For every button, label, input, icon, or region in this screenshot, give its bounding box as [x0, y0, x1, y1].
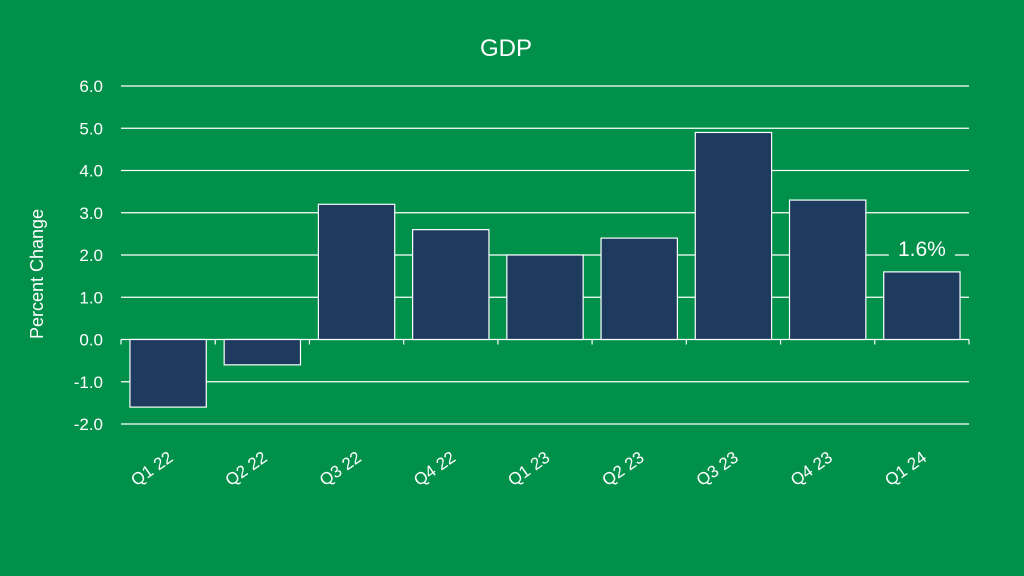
x-tick-label: Q4 23	[787, 448, 836, 490]
y-axis-label: Percent Change	[27, 209, 47, 339]
bar	[506, 254, 584, 341]
x-tick-label: Q4 22	[410, 448, 459, 490]
x-axis-ticks: Q1 22 Q2 22 Q3 22 Q4 22 Q1 23 Q2 23 Q3 23 Q4 23…	[128, 448, 931, 490]
y-tick-label: 4.0	[79, 162, 103, 181]
x-tick-label: Q1 24	[881, 448, 930, 490]
data-label-background	[888, 233, 955, 262]
data-labels: 1.6%	[888, 233, 955, 262]
x-tick-label: Q2 23	[599, 448, 648, 490]
bar	[600, 237, 678, 341]
bar	[883, 271, 961, 341]
bar	[694, 131, 773, 341]
chart-title: GDP	[480, 35, 532, 62]
x-tick-label: Q1 22	[128, 448, 177, 490]
y-tick-label: 5.0	[79, 119, 103, 138]
x-tick-label: Q1 23	[504, 448, 553, 490]
bar	[788, 199, 867, 341]
y-tick-label: 0.0	[79, 331, 103, 350]
y-tick-label: 2.0	[79, 246, 103, 265]
x-tick-label: Q3 23	[693, 448, 742, 490]
bar	[317, 203, 396, 341]
bar	[129, 338, 207, 408]
y-tick-label: 6.0	[79, 77, 103, 96]
x-tick-label: Q2 22	[222, 448, 271, 490]
y-tick-label: 3.0	[79, 204, 103, 223]
y-tick-label: -1.0	[74, 373, 103, 392]
y-tick-label: -2.0	[74, 415, 103, 434]
bar	[223, 338, 302, 366]
bar	[412, 229, 490, 341]
y-tick-label: 1.0	[79, 288, 103, 307]
y-axis-ticks: 6.0 5.0 4.0 3.0 2.0 1.0 0.0 -1.0 -2.0	[74, 77, 103, 434]
x-tick-label: Q3 22	[316, 448, 365, 490]
data-label: 1.6%	[898, 238, 946, 261]
bars	[129, 131, 961, 408]
